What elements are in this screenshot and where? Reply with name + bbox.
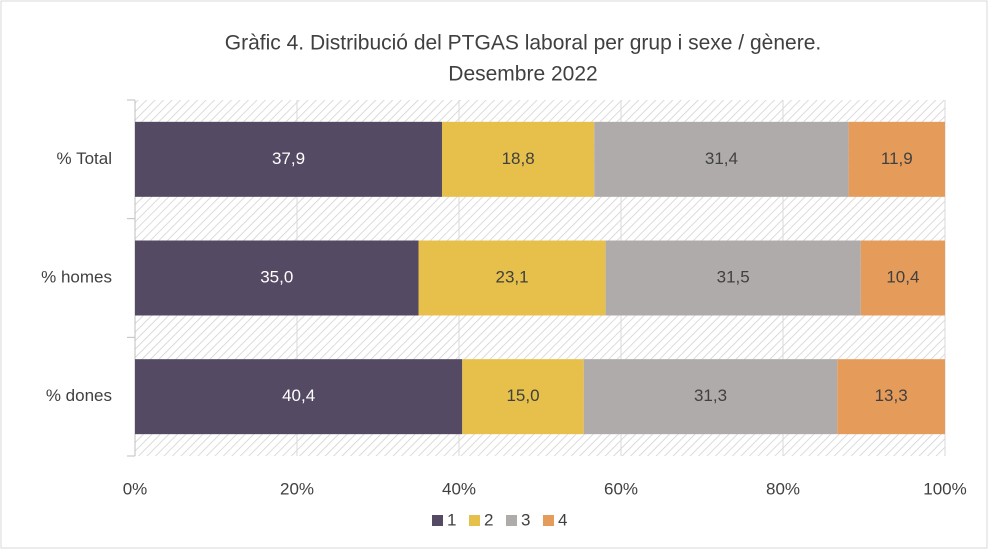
data-label: 31,5 [717, 267, 750, 286]
x-tick-label: 100% [923, 479, 966, 498]
data-label: 37,9 [272, 149, 305, 168]
bar-segment [441, 121, 595, 197]
bar-segment [848, 121, 945, 197]
bar-segment [837, 359, 945, 435]
data-label: 18,8 [502, 149, 535, 168]
bar-segment [135, 240, 419, 316]
y-tick-label: % homes [41, 267, 112, 286]
legend-label: 4 [558, 510, 567, 529]
data-label: 11,9 [881, 149, 913, 168]
data-label: 31,4 [705, 149, 738, 168]
x-tick-label: 0% [123, 479, 148, 498]
x-tick-label: 80% [766, 479, 800, 498]
x-tick-label: 20% [280, 479, 314, 498]
y-tick-label: % Total [57, 149, 112, 168]
legend-swatch [469, 515, 480, 526]
bar-segment [860, 240, 945, 316]
data-label: 35,0 [260, 267, 293, 286]
chart-title: Desembre 2022 [448, 63, 597, 86]
bar-segment [418, 240, 606, 316]
chart-title: Gràfic 4. Distribució del PTGAS laboral … [225, 32, 821, 55]
bar-segment [135, 121, 442, 197]
legend-label: 3 [521, 510, 530, 529]
bar-segment [605, 240, 861, 316]
data-label: 31,3 [694, 386, 727, 405]
bar-segment [135, 359, 463, 435]
bar-segment [462, 359, 584, 435]
data-label: 23,1 [496, 267, 529, 286]
x-tick-label: 40% [442, 479, 476, 498]
legend-swatch [506, 515, 517, 526]
bar-segment [594, 121, 849, 197]
bar-segment [583, 359, 838, 435]
x-tick-label: 60% [604, 479, 638, 498]
legend-swatch [543, 515, 554, 526]
data-label: 13,3 [875, 386, 908, 405]
legend-label: 1 [447, 510, 456, 529]
data-label: 40,4 [282, 386, 315, 405]
y-tick-label: % dones [46, 386, 112, 405]
legend-label: 2 [484, 510, 493, 529]
data-label: 10,4 [886, 267, 919, 286]
legend-swatch [432, 515, 443, 526]
data-label: 15,0 [506, 386, 539, 405]
